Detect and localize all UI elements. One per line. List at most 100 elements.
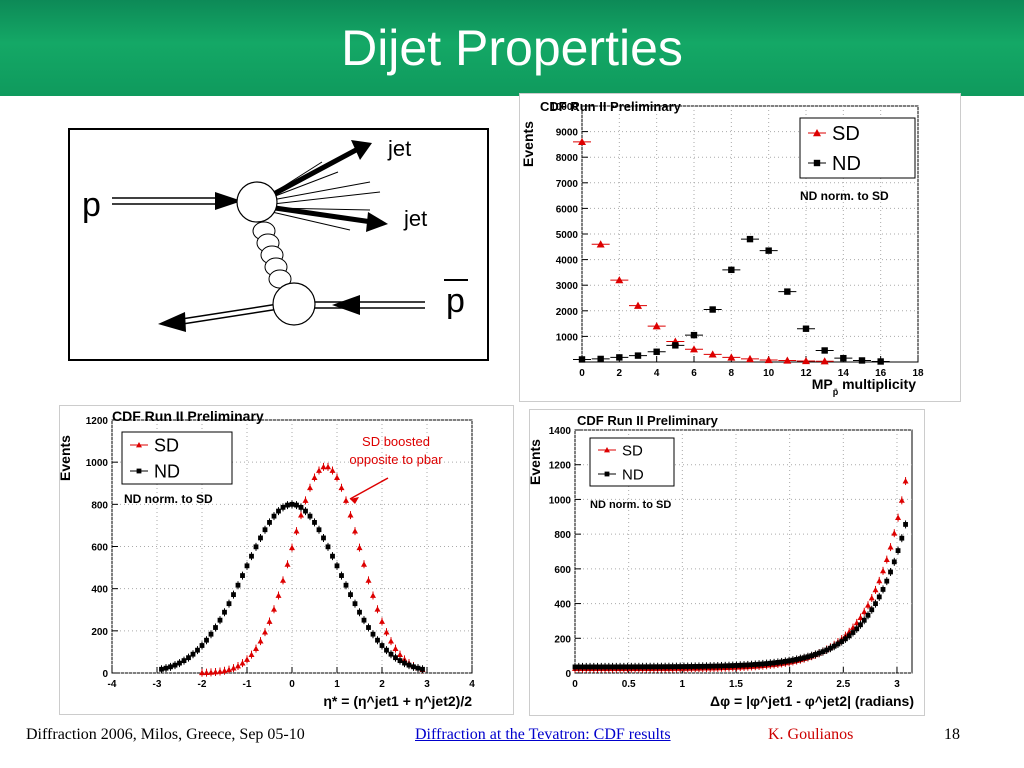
data-point-nd xyxy=(199,643,205,648)
data-point-nd xyxy=(186,655,191,661)
data-point-nd xyxy=(361,617,367,623)
legend-label-nd: ND xyxy=(832,153,861,175)
upper-vertex xyxy=(236,181,278,223)
data-point-nd xyxy=(805,654,811,660)
data-point-nd xyxy=(715,663,721,669)
data-point-sd xyxy=(379,618,385,624)
x-tick-label: 2 xyxy=(787,679,793,690)
data-point-sd xyxy=(615,276,624,284)
data-point-nd xyxy=(850,630,856,635)
data-point-nd xyxy=(420,666,425,672)
data-point-nd xyxy=(873,601,878,607)
y-tick-label: 8000 xyxy=(556,153,579,164)
legend-marker xyxy=(813,129,821,137)
data-point-nd xyxy=(651,664,657,670)
y-tick-label: 1400 xyxy=(549,426,572,437)
data-point-nd xyxy=(271,513,277,519)
footer-author: K. Goulianos xyxy=(768,726,854,743)
footer-link[interactable]: Diffraction at the Tevatron: CDF results xyxy=(415,726,671,743)
data-point-sd xyxy=(861,608,868,615)
data-point-nd xyxy=(749,662,754,668)
jet-label-top: jet xyxy=(387,136,411,161)
x-tick-label: 1 xyxy=(334,679,340,690)
data-point-nd xyxy=(636,664,642,670)
y-axis-label: Events xyxy=(520,121,536,167)
data-point-nd xyxy=(765,247,772,254)
data-point-sd xyxy=(578,137,586,146)
data-point-nd xyxy=(397,658,403,664)
data-point-nd xyxy=(217,617,223,623)
title-bar xyxy=(0,0,1024,96)
data-point-sd xyxy=(596,240,605,248)
data-point-nd xyxy=(813,652,818,657)
data-point-sd xyxy=(244,656,250,662)
data-point-sd xyxy=(374,606,381,612)
data-point-nd xyxy=(891,559,897,565)
norm-annotation: ND norm. to SD xyxy=(124,492,213,506)
data-point-nd xyxy=(726,663,732,669)
eta-star-chart-panel: -4 -3 -2 -1 0 1 2 3 4 0 200 400 600 800 1000 1200 CDF Ru… xyxy=(57,405,514,715)
legend-label-sd: SD xyxy=(622,442,643,459)
dijet-diagram: p p jet jet xyxy=(68,128,489,361)
data-point-nd xyxy=(689,664,694,669)
legend-marker xyxy=(136,442,142,448)
y-tick-label: 5000 xyxy=(556,230,579,241)
data-point-sd xyxy=(347,512,354,518)
data-point-nd xyxy=(719,663,724,669)
legend-label-sd: SD xyxy=(154,435,179,455)
data-point-nd xyxy=(903,522,908,527)
p-label: p xyxy=(82,186,101,224)
data-point-nd xyxy=(172,662,178,668)
data-point-nd xyxy=(647,664,653,670)
data-point-nd xyxy=(728,266,735,274)
data-point-nd xyxy=(764,661,769,666)
x-tick-label: 0 xyxy=(572,679,578,690)
data-point-sd xyxy=(872,586,879,593)
y-tick-label: 6000 xyxy=(556,204,579,215)
x-tick-label: -4 xyxy=(108,679,117,690)
x-tick-label: 12 xyxy=(800,368,812,379)
data-point-sd xyxy=(212,669,219,675)
x-tick-label: -3 xyxy=(153,679,162,690)
data-point-nd xyxy=(816,650,822,656)
x-tick-label: 1 xyxy=(680,679,686,690)
data-point-nd xyxy=(343,582,349,588)
data-point-nd xyxy=(775,660,781,665)
y-tick-label: 4000 xyxy=(556,256,579,267)
y-tick-label: 9000 xyxy=(556,128,579,139)
data-point-nd xyxy=(752,662,758,667)
data-point-sd xyxy=(365,577,372,583)
data-point-nd xyxy=(877,358,884,365)
data-point-nd xyxy=(583,664,589,670)
data-point-nd xyxy=(384,647,389,653)
data-point-sd xyxy=(334,474,340,480)
data-point-nd xyxy=(307,513,313,519)
data-point-nd xyxy=(294,502,299,508)
y-axis-label: Events xyxy=(60,435,73,481)
data-point-nd xyxy=(625,664,630,670)
data-point-nd xyxy=(672,342,679,349)
data-point-nd xyxy=(707,663,713,669)
data-point-nd xyxy=(843,636,848,642)
x-tick-label: 8 xyxy=(729,368,735,379)
data-point-sd xyxy=(289,544,295,551)
y-tick-label: 200 xyxy=(554,634,571,645)
p-beam xyxy=(112,192,242,210)
data-point-nd xyxy=(298,504,304,510)
data-point-nd xyxy=(576,664,582,670)
data-point-nd xyxy=(289,501,295,507)
data-point-sd xyxy=(316,467,322,473)
data-point-nd xyxy=(634,352,642,359)
data-point-nd xyxy=(348,592,353,598)
data-point-nd xyxy=(899,535,905,541)
data-point-sd xyxy=(248,651,255,658)
data-point-nd xyxy=(797,656,803,662)
data-point-sd xyxy=(275,592,282,598)
data-point-nd xyxy=(821,347,828,354)
data-point-nd xyxy=(352,601,358,607)
data-point-nd xyxy=(621,664,627,670)
x-tick-label: 1.5 xyxy=(729,679,743,690)
data-point-sd xyxy=(820,357,829,365)
data-point-sd xyxy=(338,484,345,491)
data-point-nd xyxy=(662,664,668,670)
